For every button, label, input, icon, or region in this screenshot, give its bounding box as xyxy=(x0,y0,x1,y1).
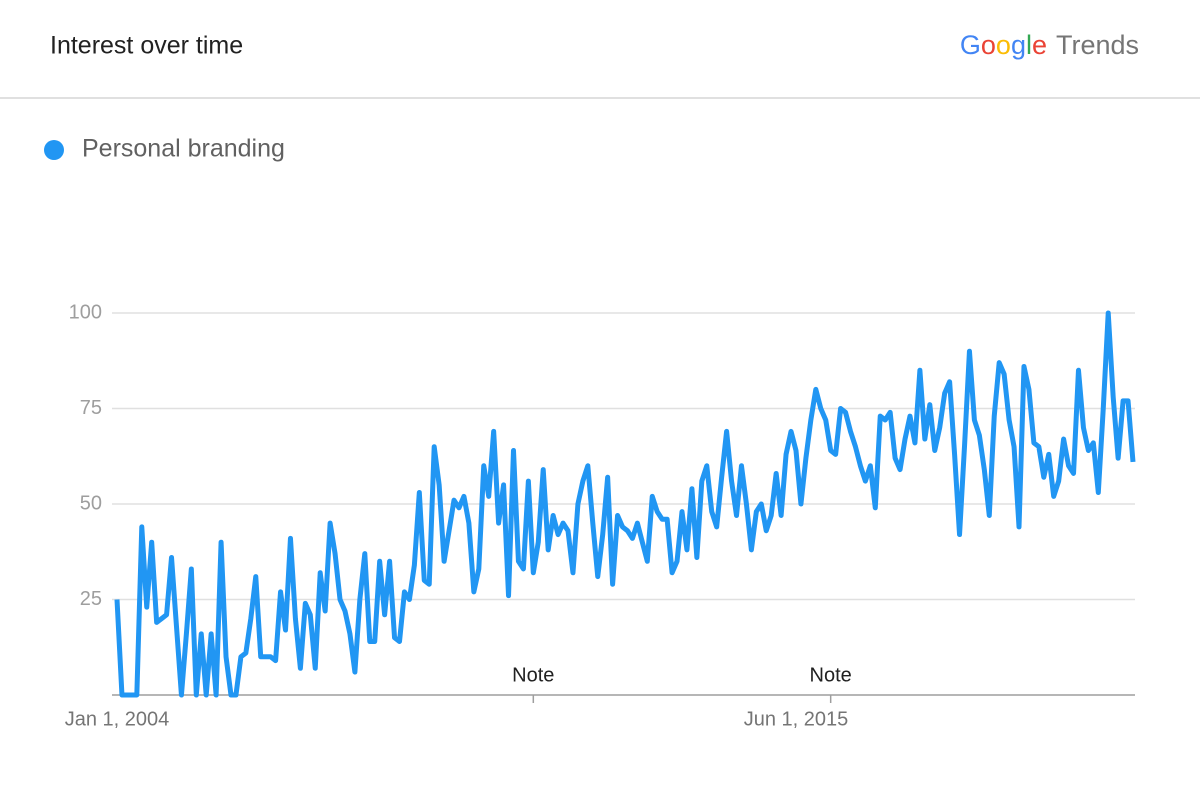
y-tick-label: 75 xyxy=(80,397,102,419)
logo-trends: Trends xyxy=(1056,30,1139,60)
y-tick-label: 50 xyxy=(80,492,102,514)
legend-label: Personal branding xyxy=(82,135,285,163)
note-label: Note xyxy=(810,664,852,686)
chart-title: Interest over time xyxy=(50,32,243,60)
note-label: Note xyxy=(512,664,554,686)
x-tick-label: Jan 1, 2004 xyxy=(65,708,170,730)
legend-marker xyxy=(44,140,64,160)
x-tick-label: Jun 1, 2015 xyxy=(744,708,849,730)
logo-google: Google xyxy=(960,30,1047,60)
y-tick-label: 100 xyxy=(69,301,102,323)
y-tick-label: 25 xyxy=(80,588,102,610)
series-line xyxy=(114,310,1136,698)
